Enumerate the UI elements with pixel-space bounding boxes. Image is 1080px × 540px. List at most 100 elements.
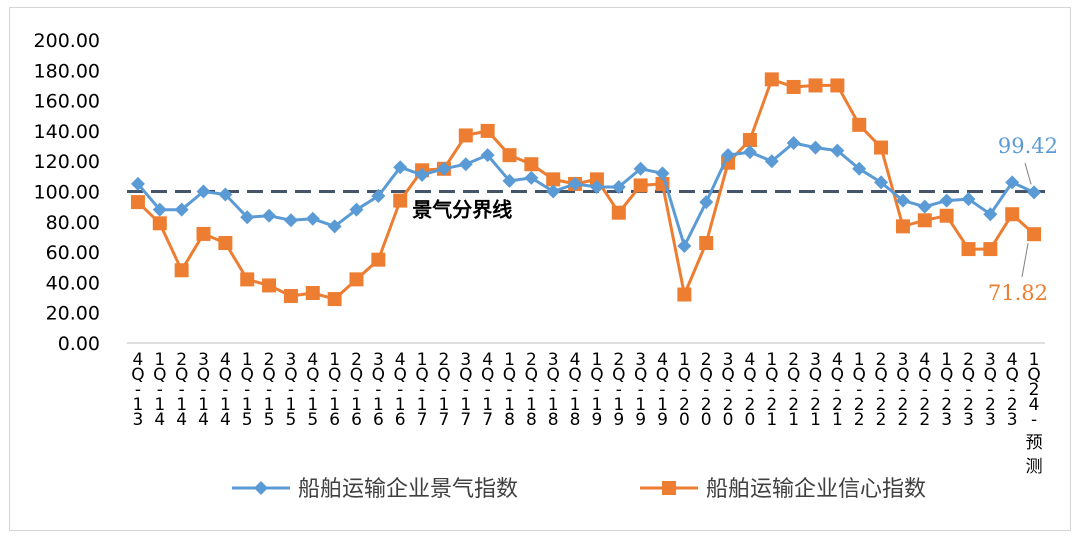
svg-text:1: 1	[154, 395, 165, 415]
data-point	[349, 202, 364, 217]
svg-text:1: 1	[1029, 350, 1040, 370]
svg-text:-: -	[791, 380, 797, 400]
svg-text:1: 1	[242, 395, 253, 415]
data-point	[983, 242, 998, 257]
svg-text:1: 1	[307, 395, 318, 415]
svg-text:5: 5	[264, 410, 275, 430]
y-tick-label: 20.00	[46, 303, 100, 325]
data-point	[961, 192, 976, 207]
data-point	[327, 292, 342, 307]
svg-text:1: 1	[941, 350, 952, 370]
data-point	[852, 117, 867, 132]
svg-text:Q: Q	[1006, 365, 1019, 385]
data-point	[917, 213, 932, 228]
svg-text:1: 1	[460, 395, 471, 415]
svg-text:Q: Q	[940, 365, 953, 385]
svg-text:-: -	[157, 380, 163, 400]
svg-text:6: 6	[373, 410, 384, 430]
svg-text:-: -	[397, 380, 403, 400]
svg-text:2: 2	[832, 395, 843, 415]
svg-text:3: 3	[635, 350, 646, 370]
y-tick-label: 100.00	[34, 182, 100, 204]
svg-text:3: 3	[548, 350, 559, 370]
svg-text:Q: Q	[896, 365, 909, 385]
svg-text:0: 0	[723, 410, 734, 430]
legend-item-orange: 船舶运输企业信心指数	[640, 477, 926, 502]
data-point	[589, 179, 604, 194]
svg-text:-: -	[288, 380, 294, 400]
data-point	[677, 287, 692, 302]
series-layer	[130, 72, 1042, 307]
y-tick-label: 160.00	[34, 91, 100, 113]
svg-text:3: 3	[810, 350, 821, 370]
y-tick-label: 140.00	[34, 121, 100, 143]
data-point	[240, 272, 255, 287]
svg-text:Q: Q	[284, 365, 297, 385]
data-point	[218, 236, 233, 251]
svg-text:Q: Q	[306, 365, 319, 385]
svg-text:4: 4	[395, 350, 406, 370]
svg-text:3: 3	[985, 350, 996, 370]
x-tick-label: 1Q-20	[678, 350, 691, 430]
svg-text:-: -	[812, 380, 818, 400]
svg-text:4: 4	[919, 350, 930, 370]
svg-text:1: 1	[613, 395, 624, 415]
legend-label: 船舶运输企业景气指数	[298, 477, 518, 502]
data-point	[305, 286, 320, 301]
svg-text:1: 1	[351, 395, 362, 415]
data-point	[1005, 207, 1020, 222]
svg-text:5: 5	[286, 410, 297, 430]
annotation-orange-last: 71.82	[988, 281, 1048, 305]
x-axis-ticks: 4Q-131Q-142Q-143Q-144Q-141Q-152Q-153Q-15…	[131, 350, 1042, 477]
svg-text:Q: Q	[503, 365, 516, 385]
svg-text:-: -	[703, 380, 709, 400]
svg-text:Q: Q	[547, 365, 560, 385]
svg-text:1: 1	[570, 395, 581, 415]
data-point	[742, 145, 757, 160]
svg-text:-: -	[310, 380, 316, 400]
svg-text:1: 1	[329, 395, 340, 415]
data-point	[524, 157, 539, 172]
svg-text:Q: Q	[874, 365, 887, 385]
svg-text:3: 3	[1007, 410, 1018, 430]
x-tick-label: 1Q-16	[328, 350, 341, 430]
data-point	[458, 128, 473, 143]
x-tick-label: 2Q-21	[787, 350, 800, 430]
x-tick-label: 1Q-17	[415, 350, 428, 430]
svg-text:1: 1	[242, 350, 253, 370]
data-point	[152, 202, 167, 217]
data-point	[152, 216, 167, 231]
svg-text:1: 1	[286, 395, 297, 415]
svg-text:1: 1	[504, 395, 515, 415]
data-point	[480, 148, 495, 163]
x-tick-label: 3Q-23	[984, 350, 997, 430]
x-tick-label: 4Q-21	[831, 350, 844, 430]
svg-text:Q: Q	[153, 365, 166, 385]
svg-text:-: -	[987, 380, 993, 400]
svg-text:4: 4	[745, 350, 756, 370]
svg-text:-: -	[900, 380, 906, 400]
x-tick-label: 4Q-17	[481, 350, 494, 430]
svg-text:1: 1	[657, 395, 668, 415]
svg-text:5: 5	[242, 410, 253, 430]
data-point	[721, 148, 736, 163]
svg-text:Q: Q	[743, 365, 756, 385]
svg-text:4: 4	[133, 350, 144, 370]
svg-text:1: 1	[788, 410, 799, 430]
data-point	[480, 123, 495, 138]
data-point	[830, 143, 845, 158]
svg-text:4: 4	[176, 410, 187, 430]
svg-text:Q: Q	[700, 365, 713, 385]
x-tick-label: 4Q-18	[568, 350, 581, 430]
svg-text:Q: Q	[394, 365, 407, 385]
data-point	[458, 157, 473, 172]
data-point	[611, 205, 626, 220]
svg-text:-: -	[747, 380, 753, 400]
data-point	[633, 161, 648, 176]
svg-text:1: 1	[329, 350, 340, 370]
data-point	[371, 189, 386, 204]
svg-text:6: 6	[329, 410, 340, 430]
svg-text:2: 2	[766, 395, 777, 415]
x-tick-label: 2Q-20	[700, 350, 713, 430]
